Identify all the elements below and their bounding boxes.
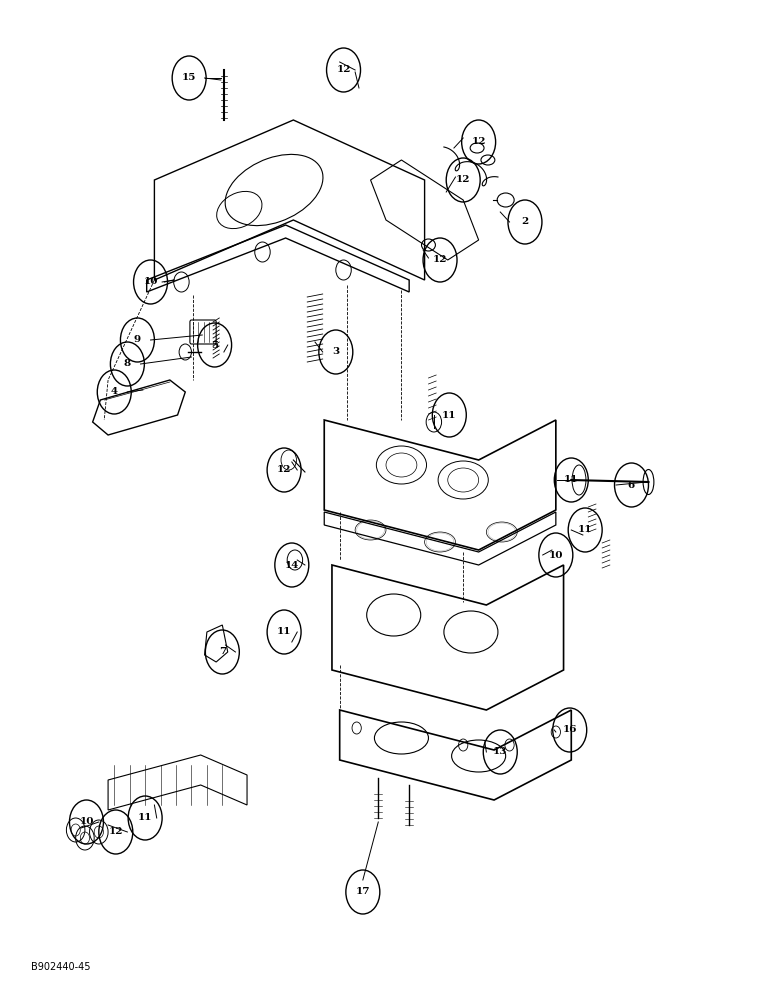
Text: 12: 12 <box>109 828 123 836</box>
Text: 11: 11 <box>578 526 592 534</box>
Text: 11: 11 <box>277 628 291 637</box>
Text: 12: 12 <box>337 66 350 75</box>
Text: 16: 16 <box>563 726 577 734</box>
Text: 12: 12 <box>433 255 447 264</box>
Text: 15: 15 <box>182 74 196 83</box>
Text: 7: 7 <box>218 648 226 656</box>
Text: 6: 6 <box>628 481 635 489</box>
Text: 12: 12 <box>472 137 486 146</box>
Text: 10: 10 <box>80 818 93 826</box>
Text: 13: 13 <box>493 748 507 756</box>
Text: B902440-45: B902440-45 <box>31 962 90 972</box>
Text: 8: 8 <box>124 360 131 368</box>
Text: 12: 12 <box>456 176 470 184</box>
Text: 4: 4 <box>110 387 118 396</box>
Text: 14: 14 <box>285 560 299 570</box>
Text: 10: 10 <box>549 550 563 560</box>
Text: 5: 5 <box>211 340 218 350</box>
Text: 9: 9 <box>134 336 141 344</box>
Text: 3: 3 <box>332 348 340 357</box>
Text: 2: 2 <box>521 218 529 227</box>
Text: 11: 11 <box>564 476 578 485</box>
Text: 17: 17 <box>356 888 370 896</box>
Text: 10: 10 <box>144 277 157 286</box>
Text: 12: 12 <box>277 466 291 475</box>
Text: 11: 11 <box>138 814 152 822</box>
Text: 11: 11 <box>442 410 456 420</box>
